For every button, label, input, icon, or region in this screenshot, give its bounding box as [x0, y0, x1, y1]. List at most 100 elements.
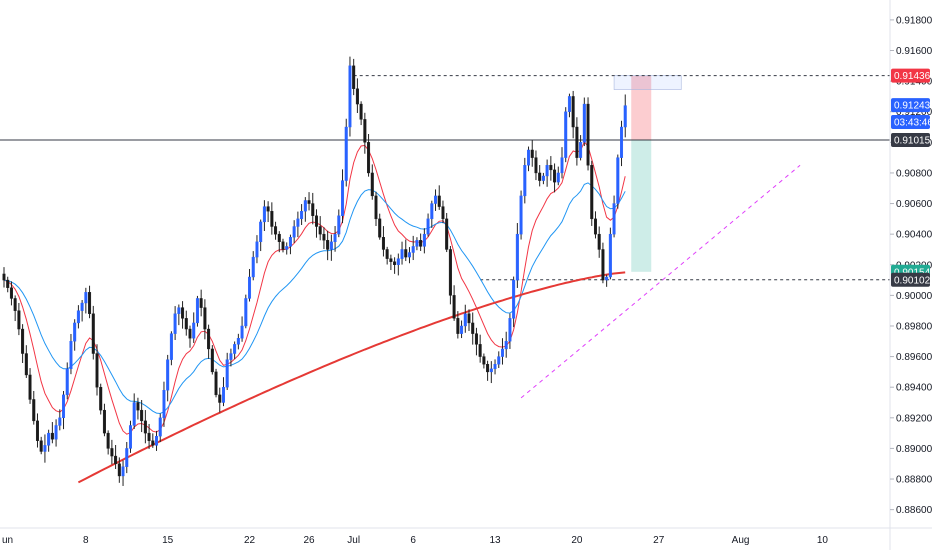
candle-body	[21, 328, 25, 354]
candle-body	[378, 218, 382, 238]
candle	[549, 156, 553, 181]
candle-body	[199, 298, 203, 308]
candle	[393, 257, 397, 274]
candle-body	[590, 165, 594, 220]
candle	[158, 413, 162, 443]
stop-loss-zone[interactable]	[631, 75, 652, 141]
candle	[88, 285, 92, 319]
candle-body	[32, 399, 36, 422]
candle	[471, 312, 475, 345]
candle	[426, 213, 430, 237]
candle	[452, 285, 456, 321]
candle	[199, 289, 203, 317]
candle	[136, 397, 140, 420]
candle-body	[236, 338, 240, 345]
candle	[460, 320, 464, 339]
candle-body	[221, 387, 225, 403]
ascending-trendline[interactable]	[520, 164, 801, 399]
candle-body	[128, 425, 132, 449]
candle	[411, 235, 415, 261]
candle	[352, 58, 356, 96]
candle-body	[341, 180, 345, 216]
candle	[341, 169, 345, 224]
candle	[523, 157, 527, 204]
candle	[207, 324, 211, 359]
candle	[184, 310, 188, 336]
candle-body	[523, 165, 527, 197]
candle-body	[560, 157, 564, 174]
candle	[564, 107, 568, 163]
price-badge: 03:43:46	[891, 114, 932, 129]
candle-body	[203, 307, 207, 330]
time-tick-label: 26	[303, 535, 315, 546]
ma-slow-line	[77, 271, 626, 484]
candle-body	[114, 455, 118, 464]
short-position-tool[interactable]	[613, 75, 682, 272]
candle	[21, 324, 25, 364]
candle	[151, 433, 155, 448]
time-tick-label: 22	[244, 535, 256, 546]
price-badge-label: 03:43:46	[894, 117, 932, 128]
candle	[121, 460, 125, 486]
candle-body	[50, 432, 54, 440]
candle-body	[460, 325, 464, 334]
time-axis[interactable]: un 8 15 22 26 Jul 6 13 20 27 Aug 10	[2, 535, 828, 546]
candle	[259, 219, 263, 252]
candle	[140, 399, 144, 433]
candle	[456, 311, 460, 339]
candle-body	[553, 169, 557, 183]
candle-body	[140, 409, 144, 422]
candle	[620, 120, 624, 167]
candle	[162, 381, 166, 427]
candle-body	[248, 276, 252, 299]
time-tick-label: 8	[83, 535, 89, 546]
candle-body	[474, 333, 478, 345]
candle	[166, 354, 170, 402]
price-badge-label: 0.91436	[894, 71, 931, 82]
price-tick-label: 0.89600	[896, 352, 932, 363]
candle	[489, 361, 493, 384]
candle	[270, 202, 274, 235]
candle-body	[147, 432, 151, 441]
candle-body	[95, 353, 99, 388]
candle	[445, 212, 449, 253]
candle-body	[620, 126, 624, 158]
candle-body	[519, 195, 523, 235]
candle-body	[233, 344, 237, 354]
candle	[43, 434, 47, 463]
candle	[326, 230, 330, 261]
candle-body	[411, 246, 415, 253]
candle-body	[218, 394, 222, 403]
trendline[interactable]	[520, 164, 801, 399]
candle	[311, 192, 315, 225]
take-profit-zone[interactable]	[631, 140, 652, 272]
candlesticks	[2, 56, 627, 486]
time-tick-label: 15	[162, 535, 174, 546]
candle	[24, 345, 28, 378]
candle	[65, 362, 69, 400]
candle-body	[344, 126, 348, 181]
candle-body	[80, 302, 84, 311]
candle	[396, 253, 400, 276]
candle-body	[240, 325, 244, 339]
candle	[117, 457, 121, 483]
candle	[322, 227, 326, 250]
candle	[497, 351, 501, 369]
candle-body	[348, 65, 352, 128]
candle-body	[110, 448, 114, 457]
time-tick-label: 20	[571, 535, 583, 546]
candle	[400, 241, 404, 265]
candle-body	[363, 119, 367, 143]
candle	[58, 409, 62, 431]
candle-body	[456, 318, 460, 334]
supply-zone-box[interactable]	[613, 75, 682, 90]
candle	[296, 211, 300, 238]
candle-body	[337, 215, 341, 235]
candle	[35, 413, 39, 448]
candle	[80, 299, 84, 322]
candle	[407, 247, 411, 264]
candle-body	[567, 96, 571, 112]
candle-body	[181, 307, 185, 319]
candle-body	[307, 200, 311, 204]
candle	[221, 377, 225, 407]
